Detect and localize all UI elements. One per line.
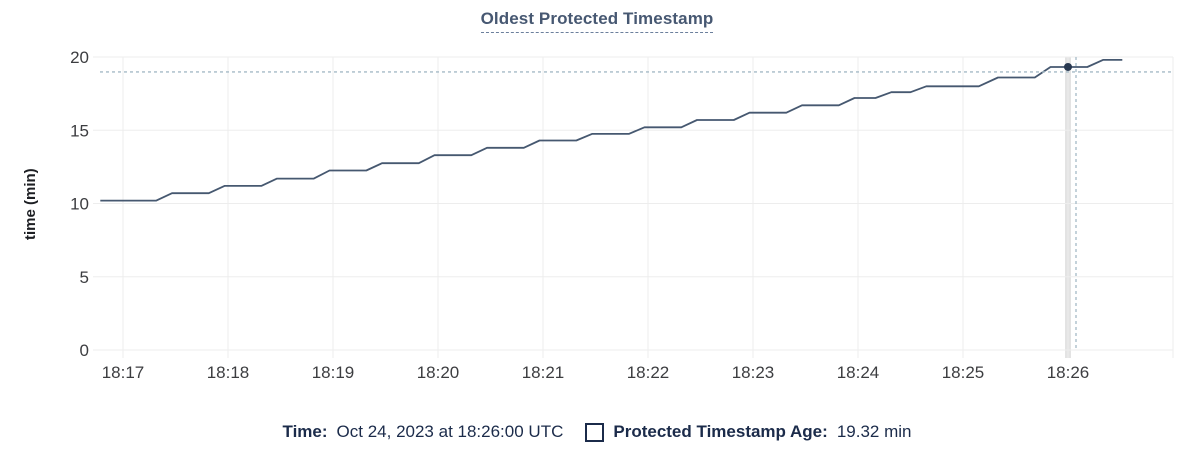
y-tick-label: 0 <box>80 341 89 360</box>
chart-title[interactable]: Oldest Protected Timestamp <box>480 9 714 33</box>
line-chart-plot[interactable]: 0 5 10 15 20 18:17 18:18 18:19 18:20 18:21 18:22 18… <box>0 0 1194 400</box>
time-value: Oct 24, 2023 at 18:26:00 UTC <box>336 422 564 441</box>
x-tick-label: 18:19 <box>312 363 355 382</box>
x-tick-label: 18:24 <box>837 363 880 382</box>
hover-readout: Time: Oct 24, 2023 at 18:26:00 UTC Prote… <box>0 417 1194 447</box>
y-tick-label: 15 <box>70 121 89 140</box>
x-tick-label: 18:17 <box>102 363 145 382</box>
hovered-data-point[interactable] <box>1064 62 1072 71</box>
x-tick-label: 18:26 <box>1047 363 1090 382</box>
x-tick-label: 18:22 <box>627 363 670 382</box>
x-tick-label: 18:23 <box>732 363 775 382</box>
y-tick-label: 10 <box>70 195 89 214</box>
series-toggle-checkbox[interactable] <box>585 422 605 442</box>
chart-header: Oldest Protected Timestamp <box>0 9 1194 33</box>
y-tick-label: 20 <box>70 48 89 67</box>
series-value: 19.32 min <box>836 422 912 441</box>
x-tick-label: 18:18 <box>207 363 250 382</box>
series-label: Protected Timestamp Age: <box>613 422 828 441</box>
series-line <box>100 59 1123 202</box>
x-tick-label: 18:21 <box>522 363 565 382</box>
time-label: Time: <box>282 422 328 441</box>
x-tick-label: 18:25 <box>942 363 985 382</box>
y-tick-label: 5 <box>80 268 89 287</box>
x-tick-label: 18:20 <box>417 363 460 382</box>
